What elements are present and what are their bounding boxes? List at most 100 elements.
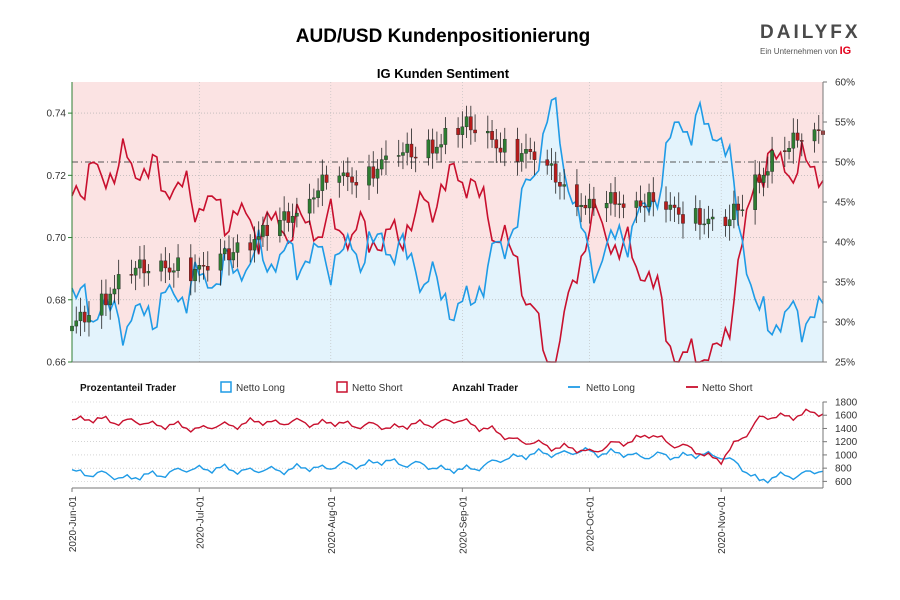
candle-body: [549, 163, 554, 166]
candle-body: [621, 203, 626, 208]
price-tick-label: 0.72: [47, 171, 67, 182]
long-area: [72, 98, 823, 362]
candle-body: [222, 248, 227, 255]
candle-body: [494, 139, 499, 149]
candle-body: [256, 236, 261, 240]
candle-body: [783, 150, 787, 152]
x-tick-label: 2020-Jun-01: [68, 496, 79, 553]
candle-body: [443, 128, 448, 145]
candle-body: [439, 144, 443, 148]
chart-title: AUD/USD Kundenpositionierung: [296, 26, 590, 47]
candle-body: [265, 224, 269, 236]
price-tick-label: 0.66: [47, 358, 67, 369]
candle-body: [413, 156, 418, 159]
candle-body: [99, 293, 104, 316]
candle-body: [248, 242, 253, 251]
trader-count-panel: 600 800 1000 1200 1400 1600 1800: [71, 398, 858, 489]
candle-body: [197, 265, 202, 270]
candle-body: [261, 224, 265, 237]
candle-body: [142, 259, 146, 274]
candle-body: [252, 239, 257, 251]
candle-body: [430, 139, 435, 154]
candle-body: [278, 220, 282, 236]
sentiment-tick-label: 60%: [835, 78, 855, 89]
legend-swatch-short-box: [336, 381, 348, 393]
candle-body: [167, 267, 172, 273]
candle-body: [787, 147, 791, 152]
candle-body: [761, 174, 766, 183]
x-tick-label: 2020-Oct-01: [586, 496, 597, 552]
candle-body: [401, 152, 405, 156]
candle-body: [638, 200, 643, 207]
candle-body: [579, 204, 583, 208]
sentiment-tick-label: 55%: [835, 118, 855, 129]
candle-body: [324, 174, 329, 183]
count-tick-label: 800: [835, 464, 852, 475]
candle-body: [218, 253, 223, 271]
candle-body: [732, 203, 736, 220]
candle-body: [133, 267, 138, 276]
chart-subtitle: IG Kunden Sentiment: [377, 66, 510, 81]
candle-body: [647, 192, 651, 207]
candle-body: [528, 149, 533, 152]
candle-body: [668, 204, 673, 210]
candle-body: [583, 204, 588, 209]
candle-body: [290, 215, 295, 223]
candle-body: [502, 138, 507, 153]
candle-body: [634, 200, 639, 208]
candle-body: [757, 174, 762, 183]
candle-body: [676, 207, 681, 215]
candle-body: [426, 139, 431, 159]
candle-body: [642, 206, 647, 208]
candle-body: [469, 116, 473, 131]
candle-body: [604, 203, 609, 209]
candle-body: [384, 155, 388, 160]
candle-body: [609, 192, 613, 204]
candle-body: [460, 126, 465, 135]
price-tick-label: 0.68: [47, 295, 67, 306]
candle-body: [320, 174, 325, 191]
x-axis: 2020-Jun-01 2020-Jul-01 2020-Aug-01 2020-Se…: [68, 488, 728, 554]
candle-body: [545, 159, 550, 166]
candle-body: [727, 219, 732, 227]
sentiment-tick-label: 35%: [835, 278, 855, 289]
x-tick-label: 2020-Jul-01: [195, 496, 206, 549]
candle-body: [702, 223, 706, 226]
candle-body: [524, 149, 528, 154]
candle-body: [617, 203, 622, 205]
legend-label-count-short: Netto Short: [702, 383, 753, 394]
candle-body: [350, 176, 354, 183]
candle-body: [791, 132, 796, 149]
candle-body: [710, 216, 715, 220]
candle-body: [367, 166, 371, 186]
candle-body: [553, 163, 558, 183]
candle-body: [766, 171, 770, 176]
candle-body: [795, 132, 800, 141]
price-tick-label: 0.70: [47, 233, 67, 244]
candle-body: [87, 315, 91, 323]
candle-body: [316, 190, 320, 198]
sentiment-tick-label: 30%: [835, 318, 855, 329]
candle-body: [371, 166, 376, 179]
candle-body: [201, 265, 206, 267]
candle-body: [405, 143, 409, 153]
sentiment-tick-label: 45%: [835, 198, 855, 209]
candle-body: [282, 211, 286, 221]
candle-body: [812, 129, 817, 142]
candle-body: [706, 218, 711, 225]
candle-body: [486, 130, 490, 134]
candle-body: [799, 140, 804, 142]
candle-body: [82, 311, 87, 323]
candle-body: [396, 155, 401, 157]
candle-body: [108, 293, 112, 306]
candle-body: [189, 257, 193, 282]
candle-body: [205, 266, 210, 271]
candle-body: [112, 288, 117, 295]
sentiment-tick-label: 50%: [835, 158, 855, 169]
candle-body: [163, 260, 168, 269]
legend-label-percent-short: Netto Short: [352, 383, 403, 394]
candle-body: [562, 184, 566, 187]
candle-body: [519, 153, 524, 162]
candle-body: [672, 204, 677, 208]
